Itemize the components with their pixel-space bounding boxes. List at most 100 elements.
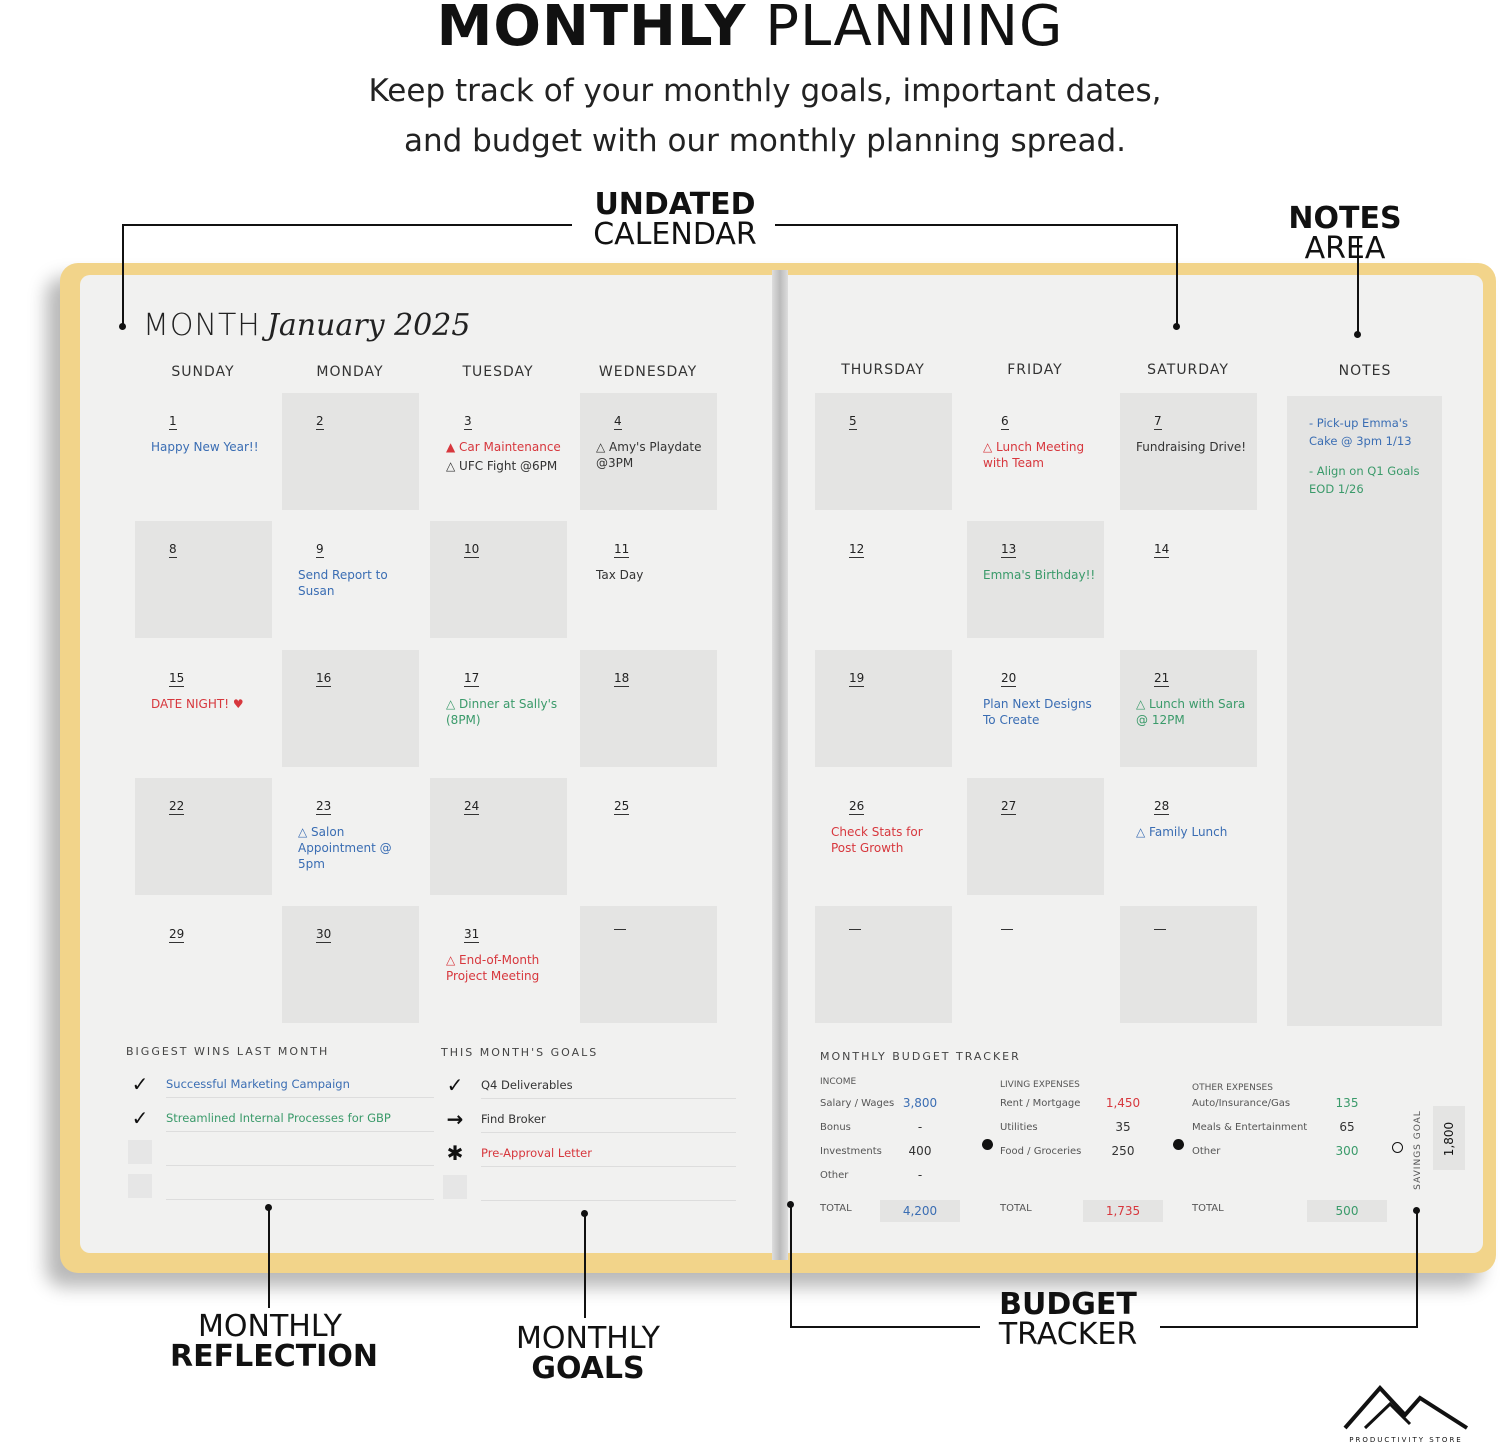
calendar-day-cell[interactable]: 12: [815, 521, 952, 638]
reflection-checkbox[interactable]: [128, 1140, 152, 1164]
callout-line: [1357, 236, 1359, 334]
calendar-entry: Tax Day: [596, 568, 644, 582]
reflection-checkbox[interactable]: [128, 1174, 152, 1198]
calendar-day-cell[interactable]: 15 DATE NIGHT! ♥: [135, 650, 272, 767]
day-header-tuesday: TUESDAY: [462, 364, 534, 380]
reflection-item[interactable]: Streamlined Internal Processes for GBP: [166, 1104, 434, 1132]
calendar-day-cell[interactable]: 9 Send Report to Susan: [282, 521, 419, 638]
calendar-day-cell[interactable]: 26 Check Stats for Post Growth: [815, 778, 952, 895]
calendar-entry: Plan Next Designs To Create: [983, 697, 1092, 727]
calendar-entry: △ Lunch with Sara @ 12PM: [1136, 697, 1246, 727]
budget-row-value[interactable]: 400: [908, 1144, 932, 1158]
calendar-day-cell[interactable]: 19: [815, 650, 952, 767]
budget-row-value[interactable]: 35: [1115, 1120, 1131, 1134]
goals-item[interactable]: Find Broker: [481, 1105, 736, 1133]
callout-line: [1160, 1212, 1418, 1328]
goals-checkbox[interactable]: ✱: [446, 1141, 464, 1165]
budget-row-label: Salary / Wages: [820, 1098, 895, 1109]
day-number: 15: [169, 671, 185, 687]
calendar-day-cell[interactable]: 6 △ Lunch Meeting with Team: [967, 393, 1104, 510]
calendar-day-cell[interactable]: 25: [580, 778, 717, 895]
calendar-day-cell[interactable]: 5: [815, 393, 952, 510]
calendar-day-cell[interactable]: 29: [135, 906, 272, 1023]
calendar-day-cell[interactable]: 3 ▲ Car Maintenance △ UFC Fight @6PM: [430, 393, 567, 510]
calendar-day-cell[interactable]: 28 △ Family Lunch: [1120, 778, 1257, 895]
calendar-day-cell[interactable]: [967, 906, 1104, 1023]
budget-row-value[interactable]: -: [917, 1168, 923, 1182]
callout-notes: NOTES AREA: [1288, 201, 1402, 266]
goals-checkbox[interactable]: [443, 1175, 467, 1199]
calendar-day-cell[interactable]: 30: [282, 906, 419, 1023]
calendar-day-cell[interactable]: 14: [1120, 521, 1257, 638]
calendar-entry: △ Family Lunch: [1136, 825, 1228, 839]
equals-icon: [1392, 1142, 1403, 1153]
reflection-item[interactable]: [166, 1172, 434, 1200]
calendar-day-cell[interactable]: [580, 906, 717, 1023]
calendar-day-cell[interactable]: 23 △ Salon Appointment @ 5pm: [282, 778, 419, 895]
budget-row-label: Meals & Entertainment: [1192, 1122, 1308, 1133]
callout-line: [790, 1205, 980, 1328]
goals-checkbox[interactable]: →: [446, 1107, 464, 1131]
calendar-day-cell[interactable]: 2: [282, 393, 419, 510]
reflection-title: BIGGEST WINS LAST MONTH: [126, 1045, 330, 1058]
budget-group-title: OTHER EXPENSES: [1192, 1083, 1273, 1093]
calendar-day-cell[interactable]: 8: [135, 521, 272, 638]
budget-total-label: TOTAL: [1000, 1203, 1032, 1214]
day-number: 10: [464, 542, 480, 558]
reflection-checkbox[interactable]: ✓: [131, 1072, 149, 1096]
notes-area[interactable]: - Pick-up Emma's Cake @ 3pm 1/13 - Align …: [1287, 396, 1442, 1026]
budget-row-value[interactable]: 3,800: [902, 1096, 938, 1110]
budget-row-label: Investments: [820, 1146, 882, 1157]
calendar-day-cell[interactable]: 16: [282, 650, 419, 767]
calendar-day-cell[interactable]: 13 Emma's Birthday!!: [967, 521, 1104, 638]
budget-row-value[interactable]: 1,450: [1105, 1096, 1141, 1110]
budget-row-value[interactable]: 65: [1339, 1120, 1355, 1134]
calendar-day-cell[interactable]: 1 Happy New Year!!: [135, 393, 272, 510]
calendar-entry: △ Lunch Meeting with Team: [983, 440, 1085, 470]
calendar-day-cell[interactable]: 22: [135, 778, 272, 895]
budget-row-value[interactable]: 250: [1111, 1144, 1135, 1158]
day-number: 28: [1154, 799, 1170, 815]
budget-row-value[interactable]: 135: [1335, 1096, 1359, 1110]
day-number: 24: [464, 799, 480, 815]
minus-icon: [982, 1139, 993, 1150]
callout-dot: [1354, 331, 1361, 338]
goals-item[interactable]: [481, 1173, 736, 1201]
reflection-item[interactable]: [166, 1138, 434, 1166]
budget-row-value[interactable]: -: [917, 1120, 923, 1134]
day-number: 6: [1001, 414, 1009, 430]
day-number: 12: [849, 542, 865, 558]
calendar-day-cell[interactable]: 7 Fundraising Drive!: [1120, 393, 1257, 510]
calendar-entry: Fundraising Drive!: [1136, 440, 1247, 454]
calendar-day-cell[interactable]: 4 △ Amy's Playdate @3PM: [580, 393, 717, 510]
calendar-day-cell[interactable]: 31 △ End-of-Month Project Meeting: [430, 906, 567, 1023]
callout-dot: [787, 1201, 794, 1208]
calendar-day-cell[interactable]: 20 Plan Next Designs To Create: [967, 650, 1104, 767]
goals-checkbox[interactable]: ✓: [446, 1073, 464, 1097]
day-number: 4: [614, 414, 622, 430]
savings-goal-value[interactable]: 1,800: [1433, 1106, 1465, 1170]
budget-row-value[interactable]: 300: [1335, 1144, 1359, 1158]
calendar-entries: Happy New Year!!: [151, 439, 270, 455]
budget-row-label: Rent / Mortgage: [1000, 1098, 1081, 1109]
reflection-checkbox[interactable]: ✓: [131, 1106, 149, 1130]
reflection-item[interactable]: Successful Marketing Campaign: [166, 1070, 434, 1098]
calendar-day-cell[interactable]: 21 △ Lunch with Sara @ 12PM: [1120, 650, 1257, 767]
day-header-monday: MONDAY: [316, 364, 384, 380]
calendar-day-cell[interactable]: [1120, 906, 1257, 1023]
calendar-day-cell[interactable]: 11 Tax Day: [580, 521, 717, 638]
goals-item[interactable]: Pre-Approval Letter: [481, 1139, 736, 1167]
calendar-day-cell[interactable]: 24: [430, 778, 567, 895]
calendar-day-cell[interactable]: [815, 906, 952, 1023]
day-number: 22: [169, 799, 185, 815]
day-header-thursday: THURSDAY: [841, 362, 925, 378]
goals-item[interactable]: Q4 Deliverables: [481, 1071, 736, 1099]
day-number: 26: [849, 799, 865, 815]
calendar-entries: Plan Next Designs To Create: [983, 696, 1102, 728]
day-number: 14: [1154, 542, 1170, 558]
calendar-day-cell[interactable]: 10: [430, 521, 567, 638]
calendar-day-cell[interactable]: 27: [967, 778, 1104, 895]
calendar-day-cell[interactable]: 17 △ Dinner at Sally's (8PM): [430, 650, 567, 767]
calendar-day-cell[interactable]: 18: [580, 650, 717, 767]
calendar-entries: △ Family Lunch: [1136, 824, 1255, 840]
